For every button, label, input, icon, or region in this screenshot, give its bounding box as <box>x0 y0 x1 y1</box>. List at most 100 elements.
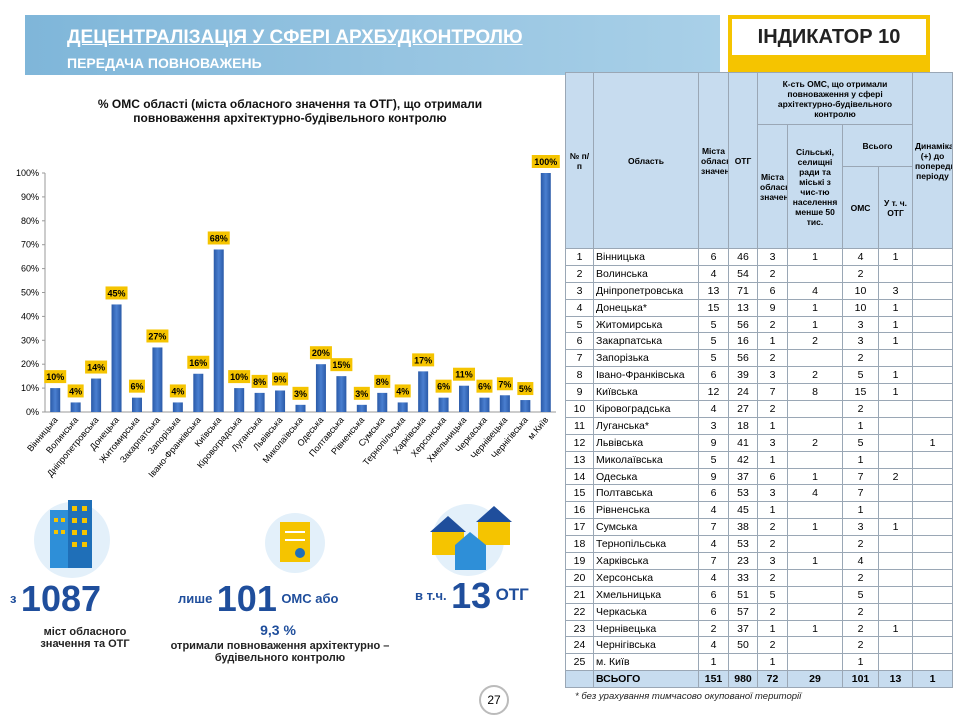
y-tick-label: 50% <box>21 288 39 298</box>
table-cell: 6 <box>698 585 729 604</box>
table-cell: 1 <box>878 298 913 317</box>
table-cell <box>912 298 953 317</box>
table-row: 25 м. Київ 1 1 1 <box>565 653 953 672</box>
table-cell: 6 <box>698 366 729 385</box>
table-cell: 1 <box>787 467 843 486</box>
table-cell <box>912 467 953 486</box>
table-row: 19 Харківська 7 23 3 1 4 <box>565 552 953 570</box>
table-cell: Херсонська <box>593 568 699 587</box>
table-cell: Одеська <box>593 467 699 486</box>
value-label-bg <box>435 379 452 393</box>
table-cell <box>565 670 594 689</box>
table-cell: 1 <box>787 518 843 537</box>
table-cell: 19 <box>565 552 594 570</box>
table-cell <box>912 264 953 283</box>
value-label-bg <box>105 286 128 300</box>
table-row: 13 Миколаївська 5 42 1 1 <box>565 450 953 469</box>
th-no: № п/п <box>565 72 594 249</box>
table-cell: 9 <box>757 298 788 317</box>
table-cell: 5 <box>698 450 729 469</box>
table-cell: 1 <box>878 315 913 334</box>
bar <box>459 385 470 412</box>
table-cell: 2 <box>787 332 843 351</box>
table-cell <box>878 264 913 283</box>
table-cell: 2 <box>757 315 788 334</box>
bar <box>397 402 408 412</box>
value-label-bg <box>207 231 230 245</box>
table-cell <box>878 602 913 621</box>
value-label-bg <box>330 358 353 372</box>
table-cell: 4 <box>698 535 729 554</box>
table-cell <box>878 433 913 452</box>
value-label: 16% <box>189 358 207 368</box>
table-cell <box>912 248 953 266</box>
table-row: 20 Херсонська 4 33 2 2 <box>565 568 953 587</box>
bar <box>295 404 306 412</box>
value-label: 9% <box>274 374 287 384</box>
bar <box>172 402 183 412</box>
y-tick-label: 70% <box>21 240 39 250</box>
table-cell: 4 <box>842 248 879 266</box>
table-cell: 1 <box>757 416 788 435</box>
table-cell: 1 <box>757 501 788 520</box>
value-label-bg <box>453 367 476 381</box>
table-row: 10 Кіровоградська 4 27 2 2 <box>565 400 953 418</box>
table-cell <box>912 501 953 520</box>
y-tick-label: 40% <box>21 311 39 321</box>
table-cell: Донецька* <box>593 298 699 317</box>
bar <box>540 173 551 412</box>
table-cell: Житомирська <box>593 315 699 334</box>
table-row: 4 Донецька* 15 13 9 1 10 1 <box>565 298 953 317</box>
table-cell: 53 <box>728 535 758 554</box>
table-cell: 5 <box>842 433 879 452</box>
value-label: 14% <box>87 363 105 373</box>
value-label: 7% <box>498 379 511 389</box>
table-cell: 16 <box>565 501 594 520</box>
table-cell: 10 <box>565 400 594 418</box>
table-cell: 2 <box>757 568 788 587</box>
table-cell: 17 <box>565 518 594 537</box>
table-cell: 1 <box>757 619 788 638</box>
table-cell: 18 <box>565 535 594 554</box>
table-cell: Дніпропетровська <box>593 281 699 300</box>
value-label: 4% <box>69 386 82 396</box>
table-cell: Чернігівська <box>593 636 699 655</box>
table-cell <box>912 619 953 638</box>
indicator: ІНДИКАТОР 10 <box>728 15 930 59</box>
table-cell: 46 <box>728 248 758 266</box>
table-cell: 3 <box>757 366 788 385</box>
table-cell <box>912 585 953 604</box>
table-cell: Івано-Франківська <box>593 366 699 385</box>
table-cell: 3 <box>757 433 788 452</box>
table-cell: м. Київ <box>593 653 699 672</box>
table-cell: 1 <box>842 501 879 520</box>
table-cell <box>878 653 913 672</box>
value-label-bg <box>146 329 169 343</box>
value-label: 8% <box>376 377 389 387</box>
table-cell: 25 <box>565 653 594 672</box>
table-row: 6 Закарпатська 5 16 1 2 3 1 <box>565 332 953 351</box>
table-cell <box>912 535 953 554</box>
table-cell: 41 <box>728 433 758 452</box>
table-cell <box>912 518 953 537</box>
table-cell: 5 <box>842 366 879 385</box>
table-cell: 3 <box>757 552 788 570</box>
value-label-bg <box>187 355 210 369</box>
bar <box>520 400 531 412</box>
value-label-bg <box>169 384 186 398</box>
table-cell: 3 <box>842 518 879 537</box>
table-cell: 2 <box>757 602 788 621</box>
table-cell: 1 <box>878 383 913 402</box>
table-cell: 5 <box>698 315 729 334</box>
value-label: 3% <box>294 389 307 399</box>
table-cell: 7 <box>842 467 879 486</box>
table-cell: 2 <box>757 349 788 368</box>
table-cell: 11 <box>565 416 594 435</box>
value-label-bg <box>476 379 493 393</box>
table-cell: 980 <box>728 670 758 689</box>
value-label-bg <box>128 379 145 393</box>
table-cell: 10 <box>842 298 879 317</box>
bar <box>356 404 367 412</box>
footnote: * без урахування тимчасово окупованої те… <box>575 691 802 702</box>
